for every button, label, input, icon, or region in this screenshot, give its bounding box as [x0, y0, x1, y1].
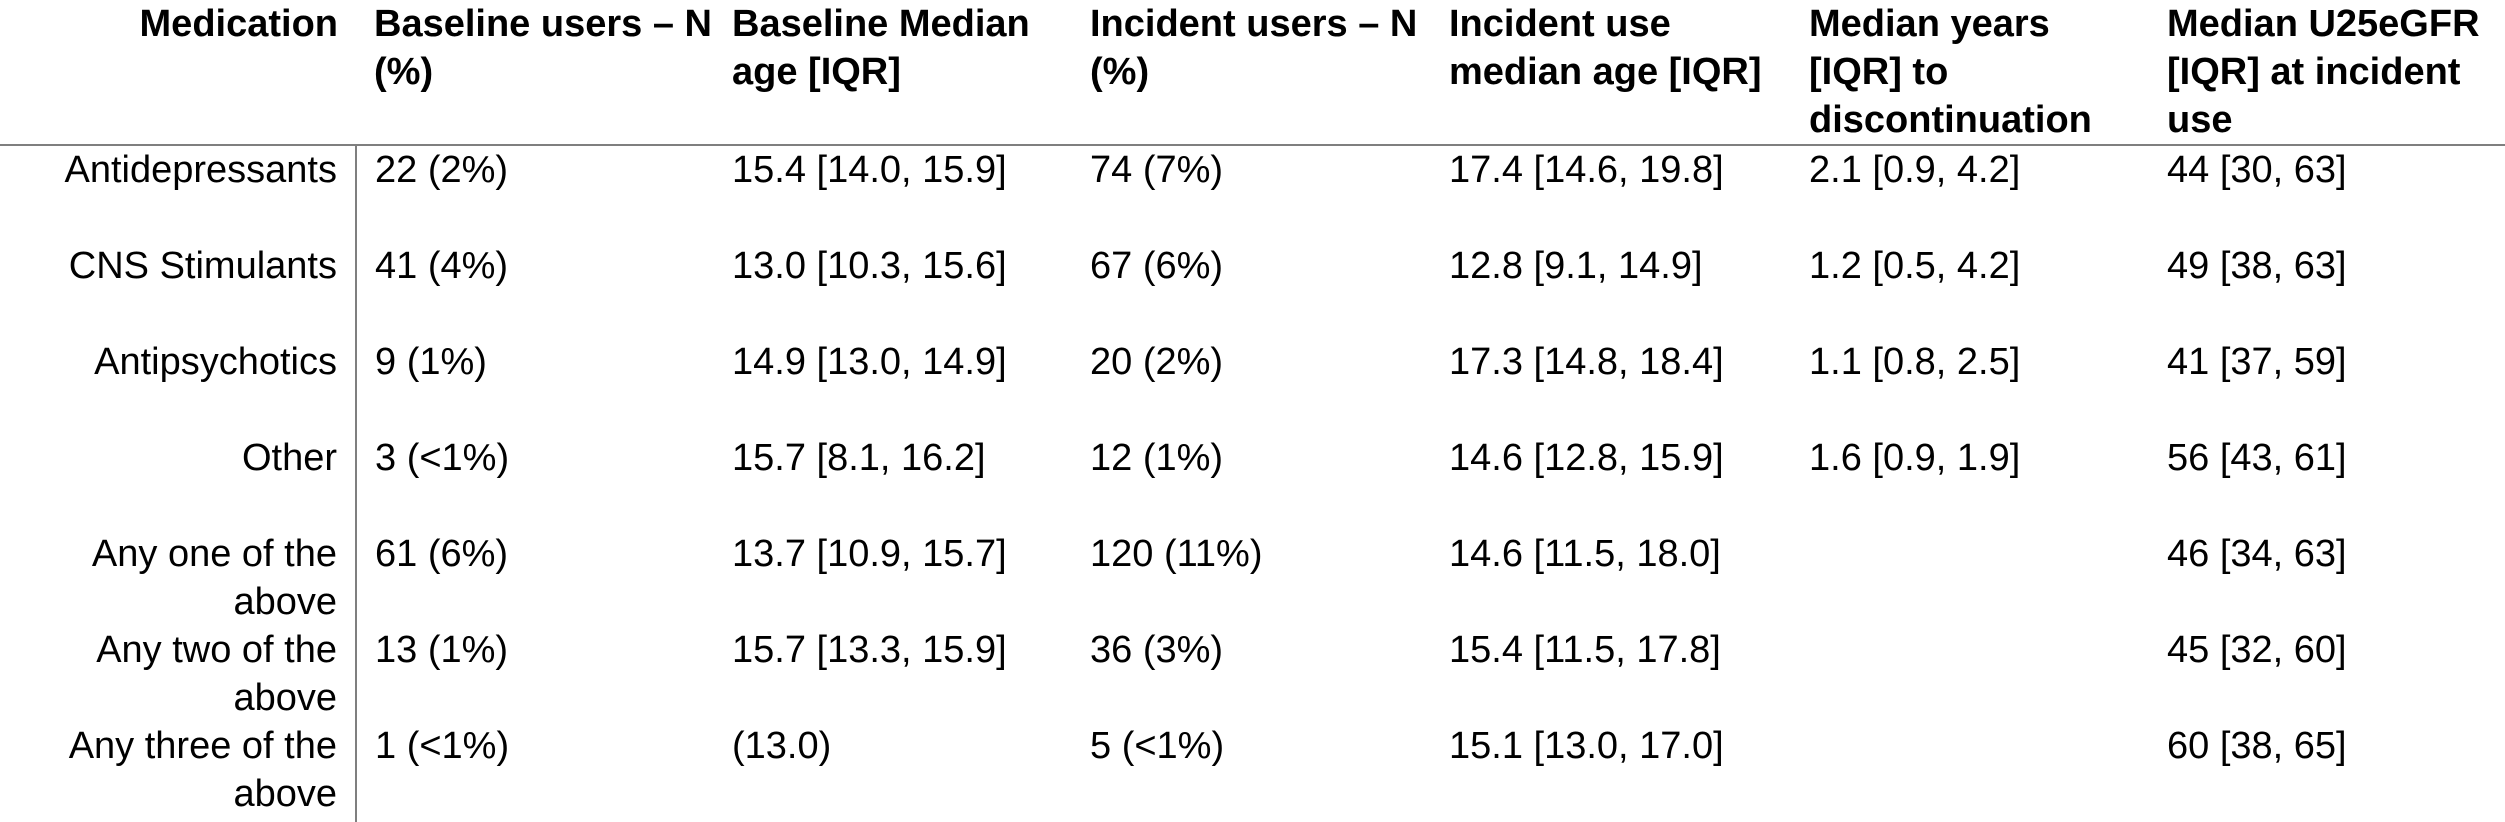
table-cell: 20 (2%): [1090, 341, 1224, 383]
table-cell: (13.0): [732, 725, 832, 767]
header-baseline-median-age: Baseline Median age [IQR]: [714, 0, 1072, 146]
row-label: CNS Stimulants: [0, 242, 357, 338]
table-cell: 46 [34, 63]: [2167, 533, 2347, 575]
table-cell: 74 (7%): [1090, 149, 1224, 191]
table-cell: [1791, 722, 2149, 822]
table-cell: 15.7 [8.1, 16.2]: [732, 437, 986, 479]
table-cell: 14.9 [13.0, 14.9]: [732, 341, 1007, 383]
table-cell: 17.3 [14.8, 18.4]: [1449, 341, 1724, 383]
table-cell: 14.6 [11.5, 18.0]: [1449, 533, 1721, 575]
table-cell: 61 (6%): [375, 533, 509, 575]
table-cell: 15.4 [11.5, 17.8]: [1449, 629, 1721, 671]
row-label: Any two of the above: [0, 626, 357, 722]
row-label: Any one of the above: [0, 530, 357, 626]
table-cell: 60 [38, 65]: [2167, 725, 2347, 767]
table-cell: 120 (11%): [1090, 533, 1263, 575]
table-row: Any one of the above 61 (6%) 13.7 [10.9,…: [0, 530, 2505, 626]
table-row: Antipsychotics 9 (1%) 14.9 [13.0, 14.9] …: [0, 338, 2505, 434]
header-u25egfr: Median U25eGFR [IQR] at incident use: [2149, 0, 2505, 146]
table-cell: 36 (3%): [1090, 629, 1224, 671]
table-cell: 2.1 [0.9, 4.2]: [1809, 149, 2021, 191]
table-cell: [1791, 626, 2149, 722]
table-cell: 1.1 [0.8, 2.5]: [1809, 341, 2021, 383]
table-cell: 3 (<1%): [375, 437, 510, 479]
table-cell: 15.7 [13.3, 15.9]: [732, 629, 1007, 671]
table-cell: 1.2 [0.5, 4.2]: [1809, 245, 2021, 287]
header-incident-users: Incident users – N (%): [1072, 0, 1431, 146]
table-cell: 45 [32, 60]: [2167, 629, 2347, 671]
row-label: Antidepressants: [0, 145, 357, 242]
table-cell: 1 (<1%): [375, 725, 510, 767]
table-cell: 5 (<1%): [1090, 725, 1225, 767]
table-cell: 15.4 [14.0, 15.9]: [732, 149, 1007, 191]
table-cell: 22 (2%): [375, 149, 509, 191]
table-cell: 13.7 [10.9, 15.7]: [732, 533, 1007, 575]
header-baseline-users: Baseline users – N (%): [356, 0, 714, 146]
table-cell: 15.1 [13.0, 17.0]: [1449, 725, 1724, 767]
header-row: Medication Baseline users – N (%) Baseli…: [0, 0, 2505, 146]
table-row: CNS Stimulants 41 (4%) 13.0 [10.3, 15.6]…: [0, 242, 2505, 338]
table-cell: 67 (6%): [1090, 245, 1224, 287]
table-cell: 14.6 [12.8, 15.9]: [1449, 437, 1724, 479]
table-cell: 12.8 [9.1, 14.9]: [1449, 245, 1703, 287]
table-cell: 44 [30, 63]: [2167, 149, 2347, 191]
table-cell: 17.4 [14.6, 19.8]: [1449, 149, 1724, 191]
row-label: Antipsychotics: [0, 338, 357, 434]
table-cell: 13 (1%): [375, 629, 509, 671]
row-label: Any three of the above: [0, 722, 357, 822]
table-cell: 41 (4%): [375, 245, 509, 287]
table-cell: 12 (1%): [1090, 437, 1224, 479]
table-row: Any three of the above 1 (<1%) (13.0) 5 …: [0, 722, 2505, 822]
table-cell: 56 [43, 61]: [2167, 437, 2347, 479]
header-years-to-discontinuation: Median years [IQR] to discontinuation: [1791, 0, 2149, 146]
table-cell: 49 [38, 63]: [2167, 245, 2347, 287]
table-cell: 1.6 [0.9, 1.9]: [1809, 437, 2021, 479]
table-cell: 9 (1%): [375, 341, 487, 383]
table-cell: 13.0 [10.3, 15.6]: [732, 245, 1007, 287]
header-incident-median-age: Incident use median age [IQR]: [1431, 0, 1791, 146]
table-row: Antidepressants 22 (2%) 15.4 [14.0, 15.9…: [0, 145, 2505, 242]
header-medication: Medication: [0, 0, 356, 146]
table-row: Any two of the above 13 (1%) 15.7 [13.3,…: [0, 626, 2505, 722]
table-row: Other 3 (<1%) 15.7 [8.1, 16.2] 12 (1%) 1…: [0, 434, 2505, 530]
row-label: Other: [0, 434, 357, 530]
table-cell: 41 [37, 59]: [2167, 341, 2347, 383]
table-cell: [1791, 530, 2149, 626]
